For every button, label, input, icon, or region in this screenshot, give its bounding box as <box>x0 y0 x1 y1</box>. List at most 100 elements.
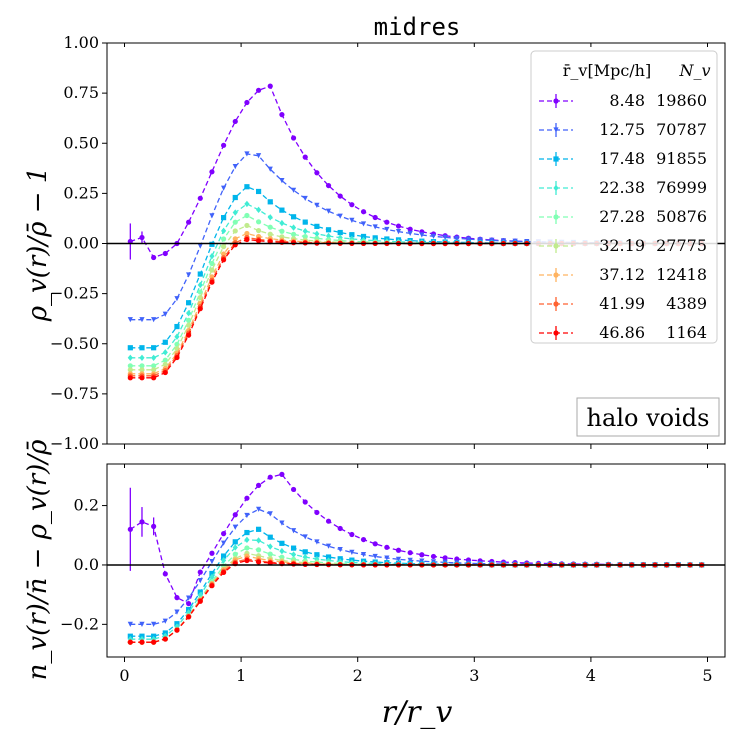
series-point-27.28 <box>232 551 238 557</box>
y-tick-label: −0.2 <box>60 614 99 633</box>
series-point-12.75 <box>360 221 367 227</box>
series-point-12.75 <box>302 534 308 540</box>
series-point-46.86 <box>139 639 145 645</box>
legend-marker <box>553 243 559 249</box>
series-point-22.38 <box>267 543 273 550</box>
series-point-22.38 <box>197 281 203 289</box>
series-point-27.28 <box>255 219 262 225</box>
series-point-12.75 <box>255 153 262 159</box>
series-point-27.28 <box>127 363 133 369</box>
series-point-12.75 <box>127 317 133 323</box>
series-point-8.48 <box>314 509 320 516</box>
series-point-17.48 <box>139 345 145 351</box>
series-point-8.48 <box>267 474 273 480</box>
series-point-17.48 <box>302 219 308 225</box>
y-tick-label: −0.25 <box>50 284 99 303</box>
series-point-22.38 <box>314 230 320 238</box>
series-point-8.48 <box>279 112 285 118</box>
series-point-32.19 <box>127 367 133 373</box>
series-point-46.86 <box>197 306 203 312</box>
series-point-12.75 <box>209 559 215 565</box>
series-point-22.38 <box>174 333 180 340</box>
series-line-32.19 <box>130 552 702 643</box>
annotation-text: halo voids <box>587 404 710 432</box>
series-point-8.48 <box>186 600 192 607</box>
series-point-8.48 <box>209 169 215 175</box>
series-point-32.19 <box>151 367 157 373</box>
series-point-12.75 <box>127 621 133 627</box>
series-point-8.48 <box>221 531 227 537</box>
series-point-12.75 <box>465 236 472 242</box>
series-point-8.48 <box>337 525 343 532</box>
series-point-37.12 <box>221 251 227 257</box>
y-tick-label: 0.0 <box>74 555 99 574</box>
series-point-12.75 <box>314 202 320 208</box>
series-point-22.38 <box>139 635 145 643</box>
y-tick-label: −0.75 <box>50 384 99 403</box>
series-point-12.75 <box>419 232 425 238</box>
series-point-8.48 <box>407 226 413 232</box>
y-tick-label: −1.00 <box>50 434 99 453</box>
bottom-x-ticks: 0 1 2 3 4 5 <box>119 464 713 685</box>
series-point-8.48 <box>372 214 378 221</box>
series-point-8.48 <box>337 193 343 199</box>
series-point-27.28 <box>279 228 285 234</box>
annotation-box: halo voids <box>576 397 720 437</box>
series-point-46.86 <box>244 557 250 564</box>
series-point-8.48 <box>395 223 402 229</box>
series-point-12.75 <box>255 506 262 512</box>
series-point-32.19 <box>244 222 250 229</box>
series-point-46.86 <box>209 279 215 285</box>
series-point-46.86 <box>197 598 203 604</box>
series-point-12.75 <box>395 556 402 562</box>
series-point-46.86 <box>290 240 297 246</box>
x-tick-label: 5 <box>702 666 712 685</box>
top-y-ticks: 1.00 0.75 0.50 0.25 0.00 −0.25 −0.50 −0.75 −1.00 <box>50 33 107 453</box>
series-point-46.86 <box>186 332 192 338</box>
series-point-22.38 <box>221 227 227 235</box>
series-point-17.48 <box>209 570 215 577</box>
series-point-32.19 <box>197 295 203 301</box>
legend-label: 41.99 <box>599 294 645 313</box>
series-point-17.48 <box>197 271 203 277</box>
series-point-22.38 <box>127 635 133 643</box>
series-point-12.75 <box>337 213 343 219</box>
series-point-22.38 <box>255 537 262 544</box>
series-point-8.48 <box>197 569 203 575</box>
series-point-22.38 <box>139 354 145 361</box>
series-point-8.48 <box>384 544 390 550</box>
series-point-32.19 <box>209 267 215 273</box>
series-point-12.75 <box>384 555 390 561</box>
series-point-32.19 <box>255 227 262 234</box>
top-y-axis-label: ρ_v(r)/ρ̄ − 1 <box>23 167 53 323</box>
legend-marker <box>553 301 559 307</box>
series-point-37.12 <box>244 230 250 237</box>
bottom-curves <box>127 471 705 645</box>
series-point-17.48 <box>244 529 250 536</box>
series-point-12.75 <box>419 558 425 564</box>
legend-count: 27775 <box>656 236 707 255</box>
series-point-12.75 <box>279 178 285 184</box>
series-point-22.38 <box>244 200 250 208</box>
series-point-27.28 <box>255 547 262 553</box>
series-point-8.48 <box>384 219 390 225</box>
legend-label: 22.38 <box>599 178 645 197</box>
series-line-27.28 <box>130 547 702 643</box>
series-point-12.75 <box>221 185 227 191</box>
annotation-frame <box>576 397 720 437</box>
series-point-46.86 <box>151 639 157 645</box>
legend-count: 1164 <box>666 323 707 342</box>
series-point-8.48 <box>325 182 332 189</box>
legend-count: 12418 <box>656 265 707 284</box>
legend-marker <box>553 156 559 162</box>
series-point-12.75 <box>174 609 180 615</box>
series-point-12.75 <box>290 187 297 193</box>
series-line-41.99 <box>130 558 702 643</box>
legend-label: 32.19 <box>599 236 645 255</box>
series-point-12.75 <box>267 166 273 172</box>
series-point-17.48 <box>337 229 343 236</box>
series-point-17.48 <box>325 554 332 560</box>
series-point-22.38 <box>186 309 192 317</box>
legend-count: 50876 <box>656 207 707 226</box>
series-point-12.75 <box>162 618 168 624</box>
